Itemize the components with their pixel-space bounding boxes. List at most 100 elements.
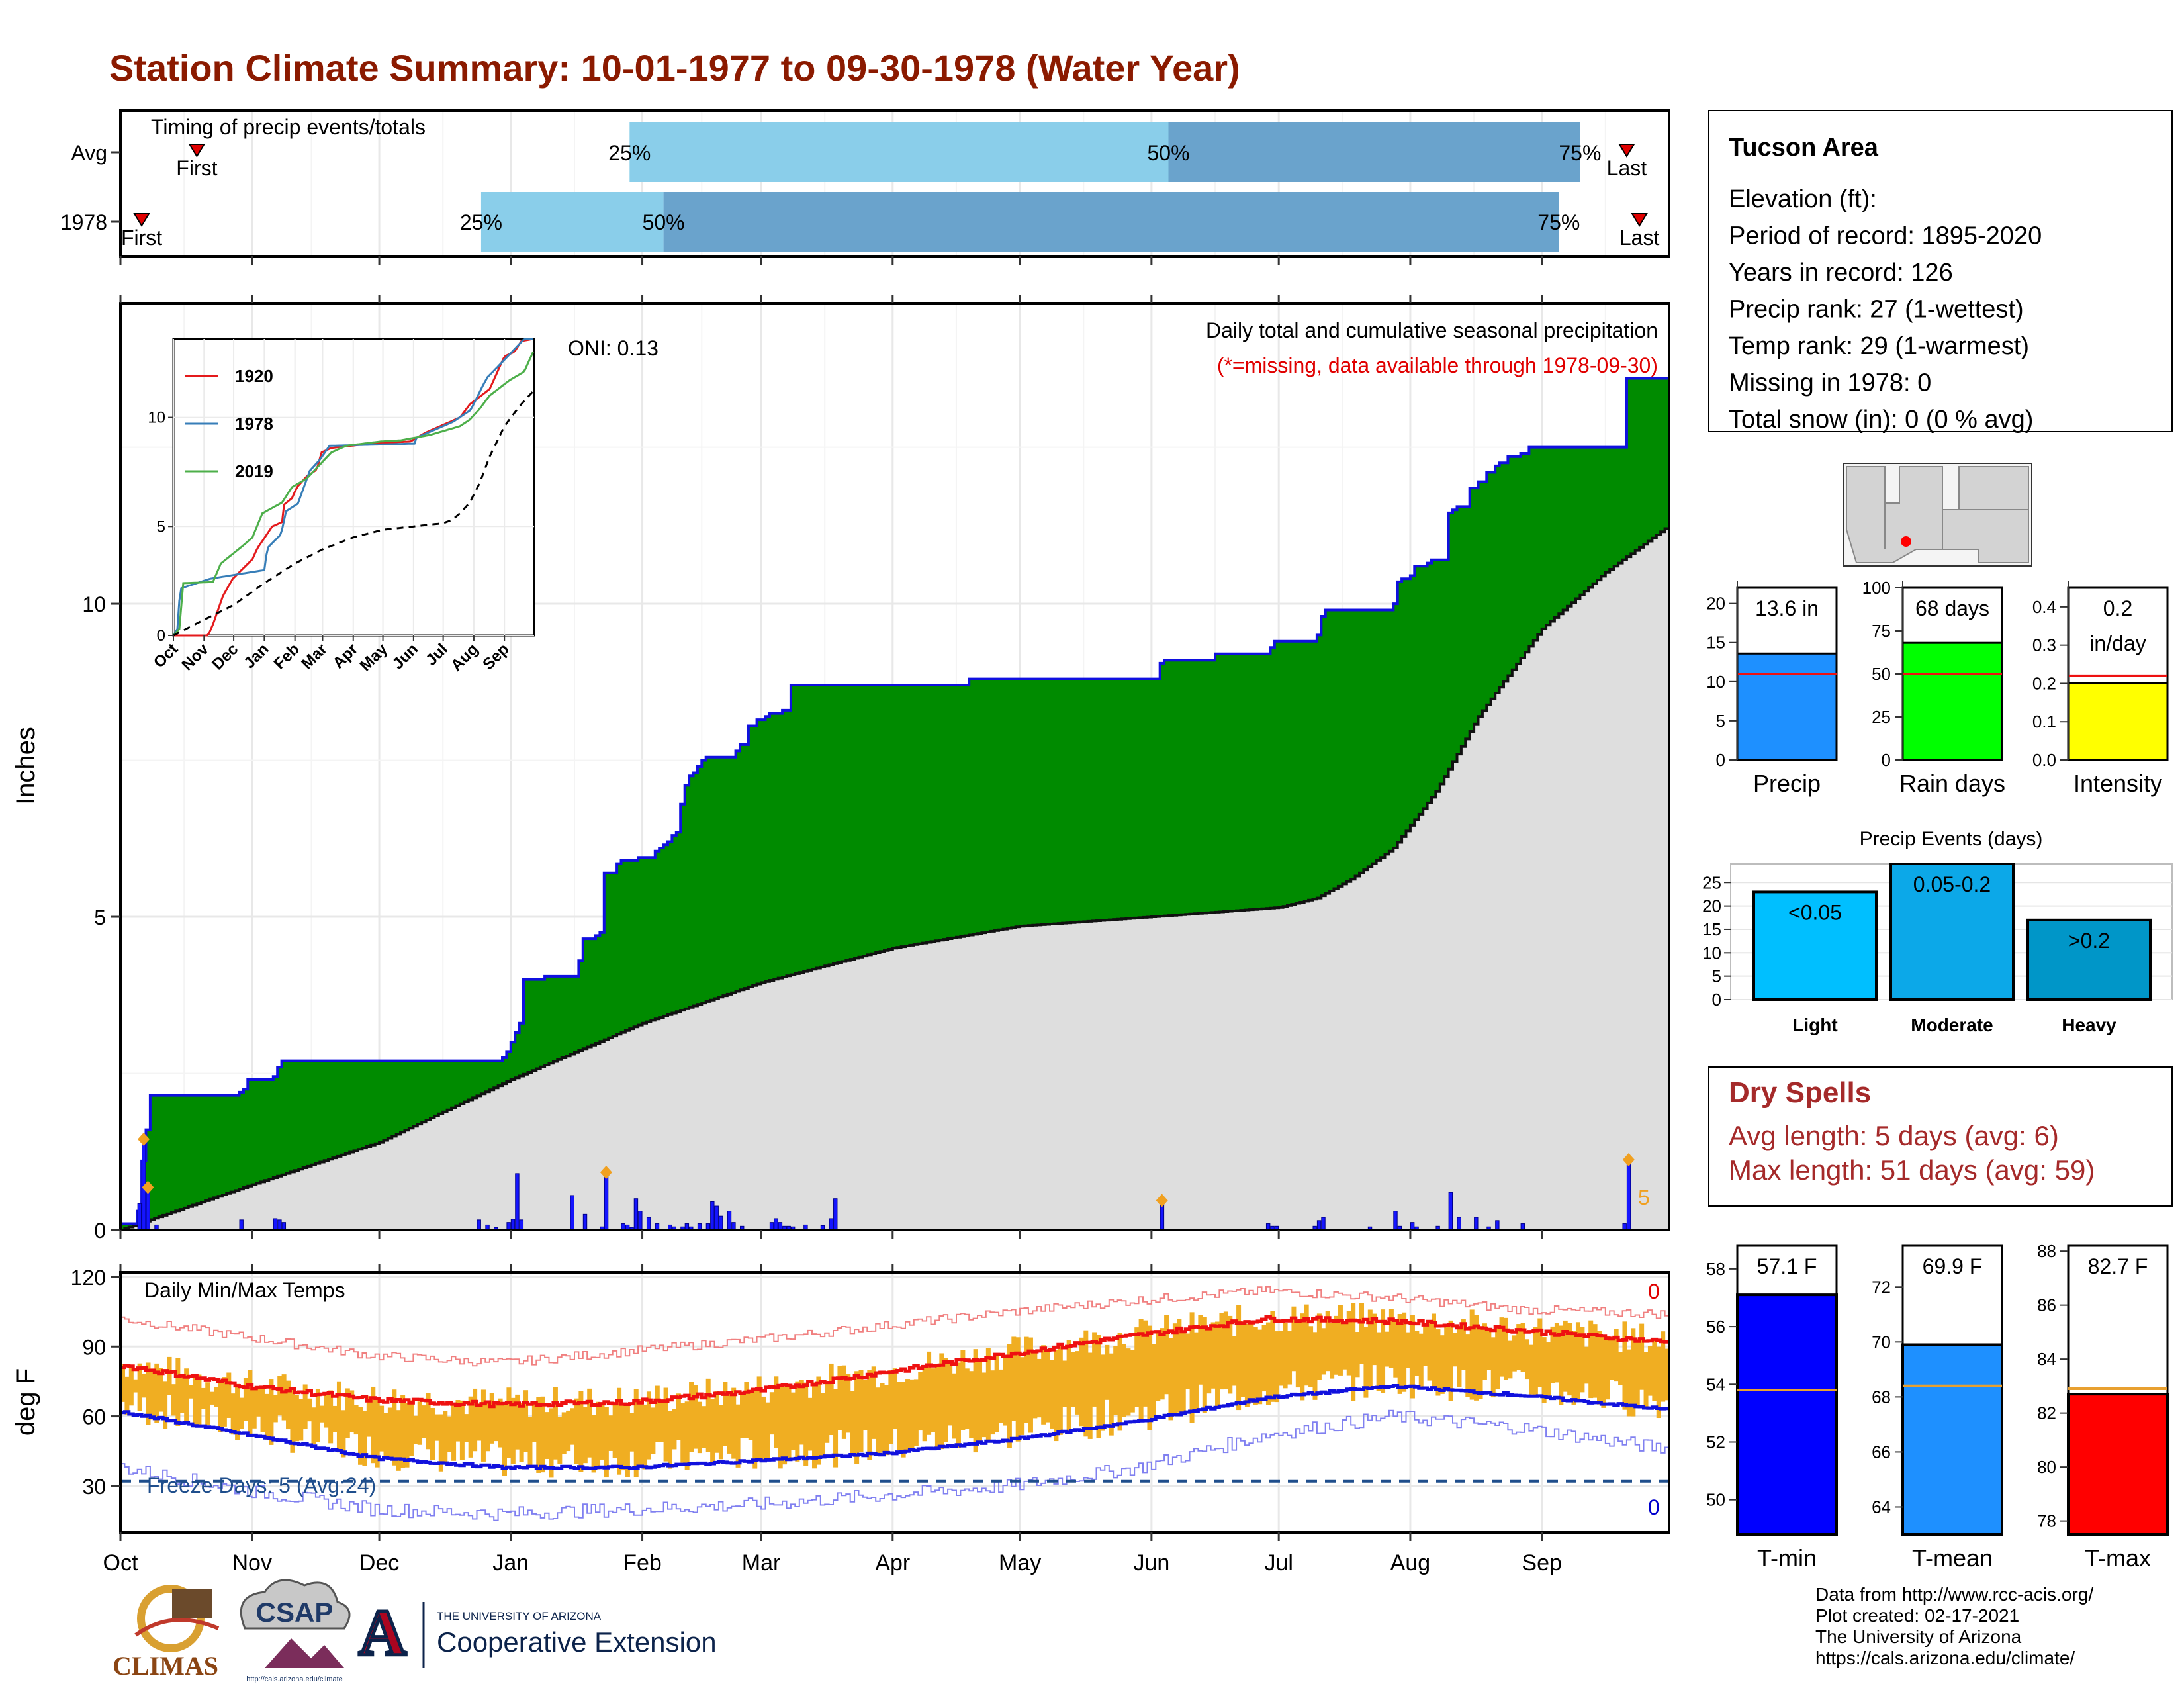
daily-temp-bar [1087,1352,1093,1439]
daily-temp-bar [960,1350,966,1430]
daily-temp-bar [1092,1332,1097,1407]
daily-temp-bar [943,1358,948,1442]
daily-temp-bar [1592,1324,1598,1398]
daily-temp-bar [142,1374,147,1398]
daily-temp-bar [443,1411,448,1463]
daily-temp-bar [315,1389,320,1442]
daily-temp-bar [1474,1315,1479,1401]
daily-temp-bar [1597,1331,1602,1405]
timing-panel: 25% 50% 75% First Last 25% 50% 75% First Last Tim… [60,109,1670,265]
daily-temp-bar [1393,1320,1398,1378]
daily-temp-bar [837,1366,842,1430]
daily-temp-bar [1499,1317,1504,1377]
daily-temp-bar [1279,1330,1284,1386]
record-min-line [120,1409,1669,1521]
daily-temp-bar [1232,1336,1237,1386]
temp-y-axis-title: deg F [11,1368,40,1436]
daily-temp-bar [668,1411,673,1469]
daily-temp-bar [438,1414,443,1472]
daily-temp-bar [1533,1327,1538,1395]
daily-precip-bar [1448,1192,1453,1231]
daily-temp-bar [1457,1329,1462,1387]
daily-temp-bar [1291,1306,1297,1372]
daily-temp-bar [1228,1315,1233,1394]
daily-temp-bar [897,1382,902,1450]
daily-precip-bar [1321,1217,1326,1231]
average-cumulative-area [120,528,1669,1230]
summary-bar-value-text: 0.2 [2103,596,2132,620]
temp-summary-tick-label: 70 [1872,1332,1891,1352]
daily-temp-bar [689,1382,694,1452]
daily-temp-bar [1571,1331,1576,1405]
temp-y-tick-label: 90 [82,1335,106,1359]
daily-precip-bar [570,1195,574,1231]
daily-temp-bar [230,1393,236,1435]
station-stat-line: Years in record: 126 [1729,259,1953,287]
daily-temp-bar [816,1376,821,1465]
daily-temp-bar [1011,1336,1017,1421]
daily-temp-bar [1351,1303,1356,1401]
summary-bar-tick-label: 20 [1706,594,1725,614]
daily-temp-bar [752,1391,758,1469]
daily-temp-bar [192,1377,197,1428]
daily-temp-bar [473,1388,478,1452]
daily-temp-bar [1181,1331,1186,1415]
daily-precip-bar [1495,1220,1500,1231]
daily-temp-bar [862,1380,868,1431]
daily-temp-bar [1478,1328,1483,1399]
daily-precip-bar [1474,1217,1479,1231]
daily-temp-bar [1376,1332,1381,1391]
daily-temp-bar [1503,1317,1508,1380]
temp-summary-tick-label: 84 [2037,1349,2056,1369]
daily-temp-bar [1664,1348,1670,1401]
daily-temp-bar [1265,1322,1271,1405]
temp-summary-label: T-min [1757,1544,1817,1571]
ua-cooperative-extension-logo: A THE UNIVERSITY OF ARIZONA Cooperative … [357,1595,716,1671]
daily-temp-bar [1334,1315,1339,1375]
large-event-marker [138,1132,150,1146]
summary-bar-value-text: 13.6 in [1755,596,1819,620]
precip-y-tick-label: 10 [82,592,106,616]
events-tick-label: 25 [1702,872,1721,892]
daily-temp-bar [243,1378,248,1421]
timing-p25-label: 25% [608,141,651,165]
daily-temp-bar [1647,1346,1653,1396]
daily-temp-bar [1126,1348,1131,1416]
daily-temp-bar [480,1389,486,1462]
daily-temp-bar [1236,1305,1242,1411]
average-cumulative-line [120,527,1669,1231]
daily-temp-bar [633,1389,639,1477]
station-stats: Elevation (ft): Period of record: 1895-20… [1729,185,2042,434]
daily-temp-bar [1618,1352,1623,1385]
daily-temp-bar [934,1364,940,1450]
daily-temp-bar [128,1366,134,1406]
daily-temp-bar [1249,1323,1254,1403]
month-label: Nov [232,1550,272,1575]
daily-temp-bar [307,1398,312,1422]
daily-temp-bar [430,1407,435,1460]
daily-temp-bar [1210,1322,1216,1389]
daily-temp-bar [1117,1333,1122,1431]
daily-temp-bar [1520,1323,1525,1372]
daily-temp-bar [375,1398,380,1468]
summary-bar-precip: 13.6 in 0 5 10 15 20 Precip [1706,581,1838,797]
daily-temp-bar [1546,1342,1551,1398]
events-bar-label: <0.05 [1788,900,1842,924]
average-max-line [120,1315,1669,1409]
daily-temp-bar [404,1402,410,1468]
daily-temp-bar [1007,1344,1012,1448]
precip-x-ticks [119,295,1543,1272]
daily-temp-bar [277,1376,283,1416]
state-shapes [1846,466,2029,563]
daily-temp-bar [1406,1332,1411,1368]
daily-temp-bar [426,1393,431,1450]
daily-temp-bar [1563,1320,1568,1392]
daily-temp-bar [769,1392,774,1435]
timing-first-marker [133,213,150,227]
daily-temp-bar [146,1362,151,1425]
daily-temp-bar [489,1393,494,1444]
summary-bar-value [2067,682,2169,761]
daily-temp-bar [294,1395,299,1442]
daily-temp-bar [519,1402,524,1462]
